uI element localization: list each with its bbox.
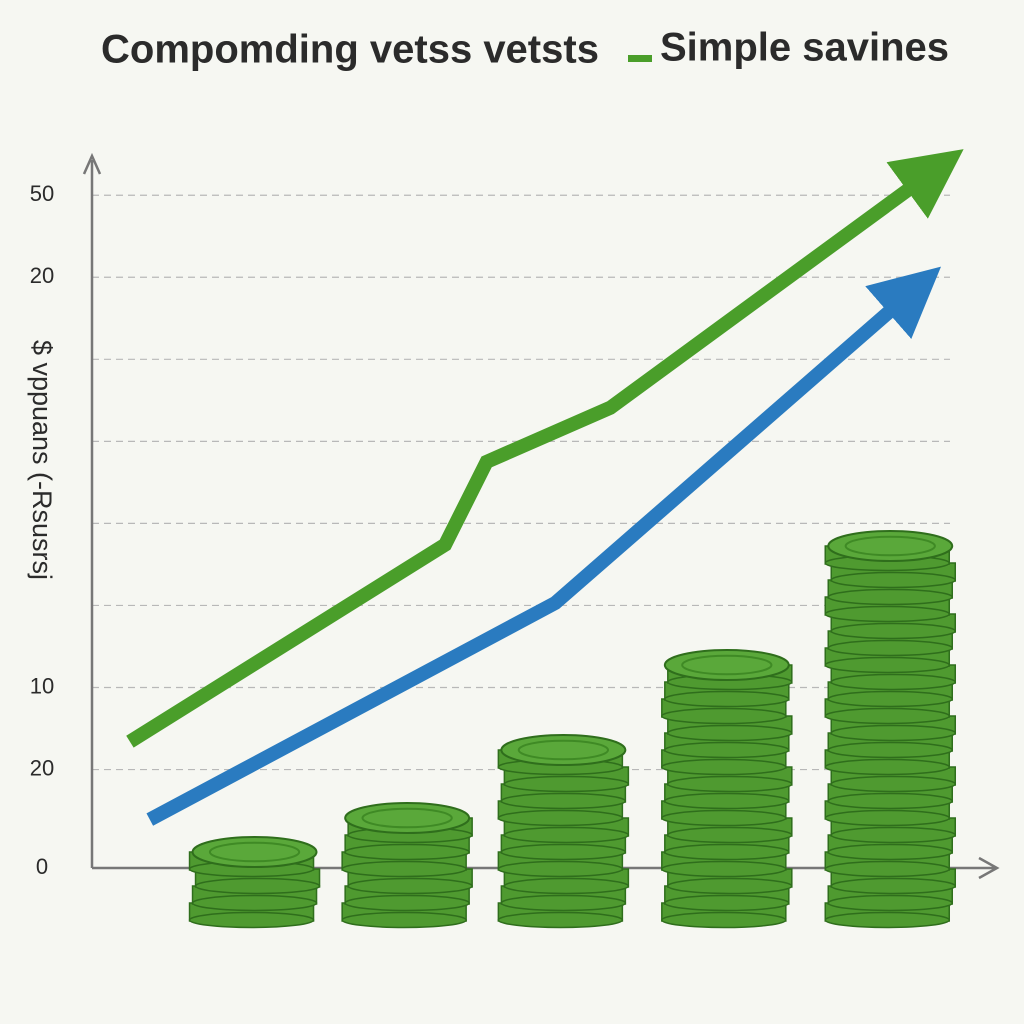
coin-face (844, 535, 936, 557)
coin-bottom (661, 911, 787, 929)
coin-bottom (664, 741, 790, 759)
coin-bottom (500, 843, 627, 861)
coin-bottom (188, 911, 315, 929)
coin-bottom (830, 622, 957, 640)
coin-bottom (824, 605, 951, 623)
coin-top (827, 530, 954, 562)
coin-face (681, 654, 773, 676)
y-tick-label: 20 (30, 263, 54, 288)
coin-stack (824, 530, 957, 929)
coin-bottom (497, 911, 624, 929)
coin-top (663, 649, 790, 681)
coin-bottom (827, 894, 954, 912)
coin-bottom (347, 877, 473, 895)
coin-top (191, 836, 318, 868)
coin-bottom (661, 758, 787, 776)
coin-stack (341, 802, 473, 929)
series-line (146, 266, 942, 826)
y-tick-label: 20 (30, 755, 54, 780)
coin-bottom (824, 860, 951, 878)
coin-bottom (503, 877, 630, 895)
coin-stack (661, 649, 793, 929)
coin-bottom (500, 894, 627, 912)
coin-bottom (497, 860, 624, 878)
coin-bottom (830, 673, 957, 691)
coin-bottom (667, 724, 793, 742)
coin-bottom (341, 911, 467, 929)
coin-bottom (661, 707, 787, 725)
series-line (126, 149, 964, 748)
y-tick-label: 10 (30, 673, 54, 698)
coin-bottom (827, 792, 954, 810)
coin-bottom (503, 826, 630, 844)
coin-bottom (824, 707, 951, 725)
coin-bottom (194, 877, 321, 895)
coin-bottom (344, 843, 470, 861)
chart-title: Compomding vetss vetsts (101, 28, 599, 72)
legend-swatch (628, 55, 652, 62)
coin-bottom (664, 843, 790, 861)
coin-bottom (661, 860, 787, 878)
coin-bottom (664, 894, 790, 912)
coin-bottom (503, 775, 630, 793)
plot-area: 0 20 10 20 50 Simple savines (30, 26, 1000, 929)
y-axis-label: $ vppuans (-Rsusrsj (27, 340, 57, 580)
coin-bottom (664, 690, 790, 708)
legend-label: Simple savines (660, 26, 949, 70)
coin-face (361, 807, 453, 829)
coin-bottom (341, 860, 467, 878)
coin-bottom (661, 809, 787, 827)
coin-bottom (830, 724, 957, 742)
y-tick-label: 0 (36, 854, 48, 879)
coin-bottom (830, 775, 957, 793)
coin-bottom (827, 690, 954, 708)
coin-top (500, 734, 627, 766)
coin-face (208, 841, 301, 863)
coin-bottom (191, 894, 318, 912)
coin-bottom (827, 741, 954, 759)
coin-bottom (830, 826, 957, 844)
coin-bottom (830, 571, 957, 589)
coin-bottom (824, 809, 951, 827)
coin-bottom (667, 826, 793, 844)
coin-bottom (497, 809, 624, 827)
coin-bottom (824, 758, 951, 776)
coin-face (517, 739, 610, 761)
coin-bottom (824, 656, 951, 674)
coin-bottom (827, 843, 954, 861)
coin-stack (497, 734, 630, 929)
coin-bottom (830, 877, 957, 895)
coin-bottom (824, 911, 951, 929)
coin-bottom (344, 894, 470, 912)
coin-bottom (667, 775, 793, 793)
coin-top (344, 802, 471, 834)
coin-stack (188, 836, 321, 929)
coin-bottom (500, 792, 627, 810)
coin-bottom (667, 877, 793, 895)
coin-bottom (664, 792, 790, 810)
coin-bottom (827, 588, 954, 606)
y-tick-label: 50 (30, 181, 54, 206)
y-axis (82, 152, 102, 868)
coin-bottom (827, 639, 954, 657)
